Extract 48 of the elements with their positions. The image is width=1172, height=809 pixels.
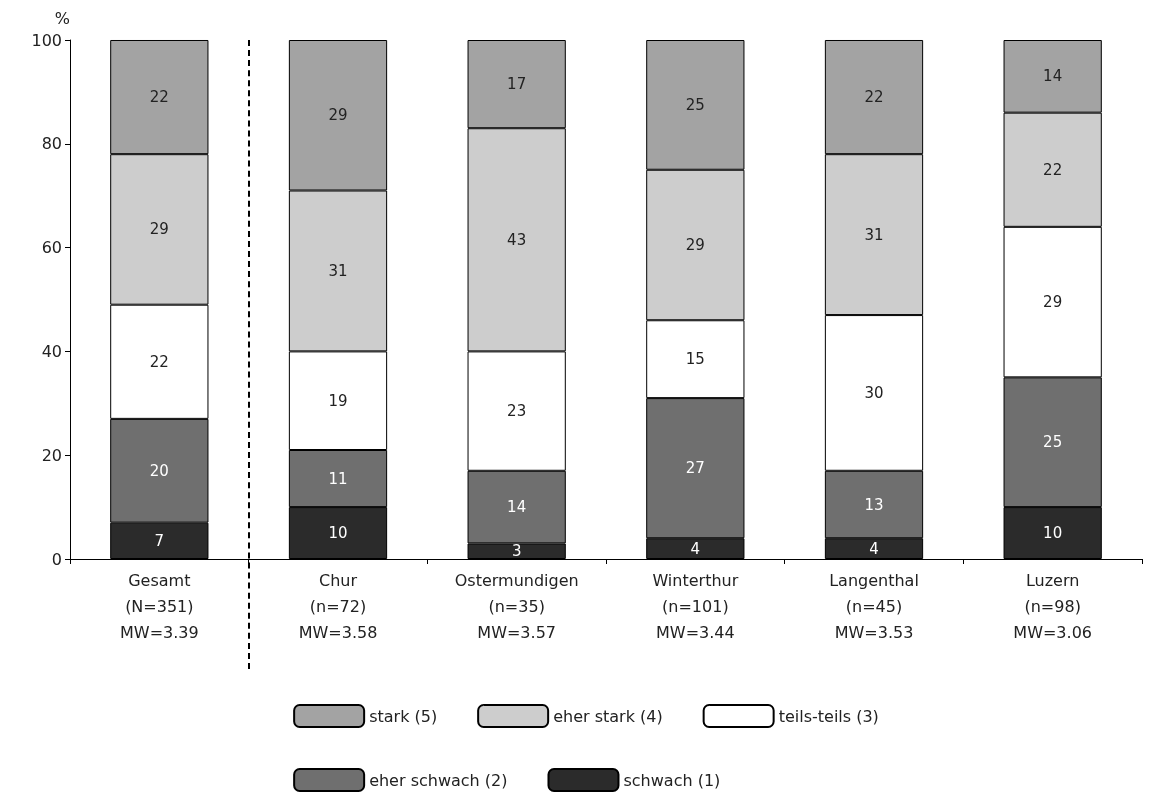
data-label: 25	[1043, 433, 1063, 452]
data-label: 14	[507, 498, 527, 517]
y-tick-label: 40	[41, 341, 62, 361]
y-tick-label: 80	[41, 134, 62, 154]
y-tick-label: 0	[51, 549, 62, 569]
data-label: 15	[685, 350, 705, 369]
data-label: 22	[864, 88, 884, 107]
data-label: 31	[328, 261, 348, 280]
legend-label: eher schwach (2)	[369, 770, 508, 790]
data-label: 10	[1043, 524, 1063, 543]
data-label: 4	[869, 539, 879, 558]
data-label: 27	[685, 459, 705, 478]
data-label: 22	[149, 352, 169, 371]
data-label: 7	[154, 531, 165, 550]
data-label: 29	[685, 236, 705, 255]
legend-label: teils-teils (3)	[778, 706, 879, 726]
x-tick-label: Winterthur (n=101) MW=3.44	[652, 570, 739, 642]
x-tick-label: Gesamt (N=351) MW=3.39	[120, 570, 199, 642]
data-label: 17	[507, 75, 527, 94]
data-label: 29	[149, 220, 169, 239]
data-label: 31	[864, 225, 884, 244]
data-label: 20	[149, 461, 169, 480]
data-label: 4	[690, 539, 701, 558]
data-label: 3	[511, 542, 522, 561]
x-tick-label: Ostermundigen (n=35) MW=3.57	[454, 570, 579, 642]
data-label: 29	[328, 106, 348, 125]
data-label: 43	[507, 230, 527, 249]
y-tick-label: 60	[41, 238, 62, 258]
legend-label: eher stark (4)	[553, 706, 663, 726]
data-label: 22	[1043, 160, 1063, 179]
y-tick-label: 100	[31, 30, 62, 50]
data-label: 25	[685, 95, 705, 114]
y-tick-label: 20	[41, 445, 62, 465]
data-label: 10	[328, 524, 348, 543]
y-axis-title: %	[54, 8, 70, 28]
data-label: 11	[328, 469, 348, 488]
data-label: 14	[1043, 67, 1063, 86]
x-tick-label: Chur (n=72) MW=3.58	[298, 570, 378, 642]
data-label: 29	[1043, 293, 1063, 312]
data-label: 13	[864, 495, 884, 514]
data-label: 30	[864, 383, 884, 402]
data-label: 19	[328, 391, 348, 410]
x-tick-label: Langenthal (n=45) MW=3.53	[829, 570, 919, 642]
x-tick-label: Luzern (n=98) MW=3.06	[1013, 570, 1092, 642]
legend-label: stark (5)	[369, 706, 438, 726]
data-label: 23	[507, 402, 527, 421]
legend-label: schwach (1)	[623, 770, 721, 790]
data-label: 22	[149, 88, 169, 107]
